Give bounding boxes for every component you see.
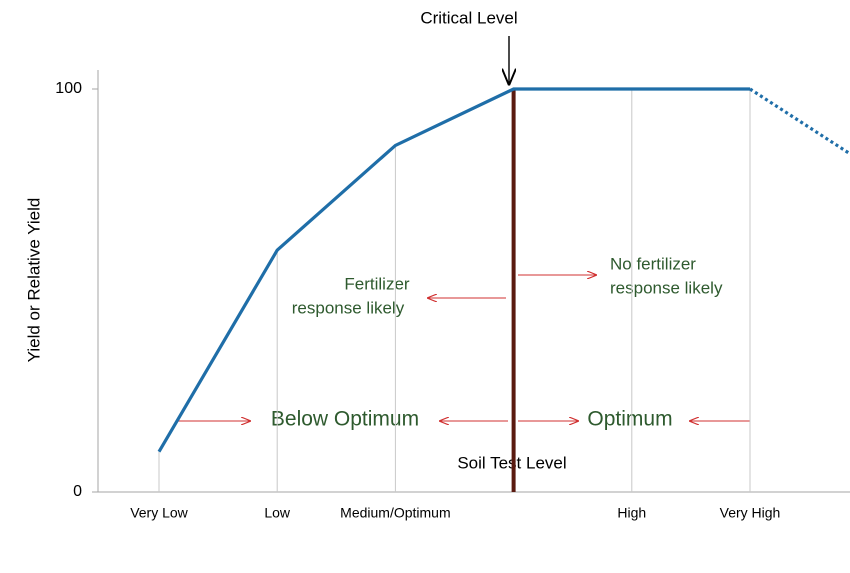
annotation: Optimum bbox=[587, 408, 672, 431]
annotation: No fertilizer bbox=[610, 254, 696, 273]
critical-level-label: Critical Level bbox=[420, 8, 517, 27]
x-tick-label: High bbox=[617, 505, 646, 521]
x-tick-label: Very Low bbox=[130, 505, 188, 521]
y-tick-label: 100 bbox=[55, 80, 82, 97]
annotation: Below Optimum bbox=[271, 408, 419, 431]
annotation: Fertilizer bbox=[344, 274, 410, 293]
x-tick-label: Medium/Optimum bbox=[340, 505, 450, 521]
x-tick-label: Very High bbox=[720, 505, 781, 521]
annotation: response likely bbox=[610, 278, 723, 297]
data-line bbox=[749, 87, 850, 156]
data-line bbox=[157, 87, 750, 453]
y-tick-label: 0 bbox=[73, 483, 82, 500]
annotation: response likely bbox=[292, 298, 405, 317]
x-tick-label: Low bbox=[264, 505, 291, 521]
y-axis-label: Yield or Relative Yield bbox=[24, 198, 43, 363]
